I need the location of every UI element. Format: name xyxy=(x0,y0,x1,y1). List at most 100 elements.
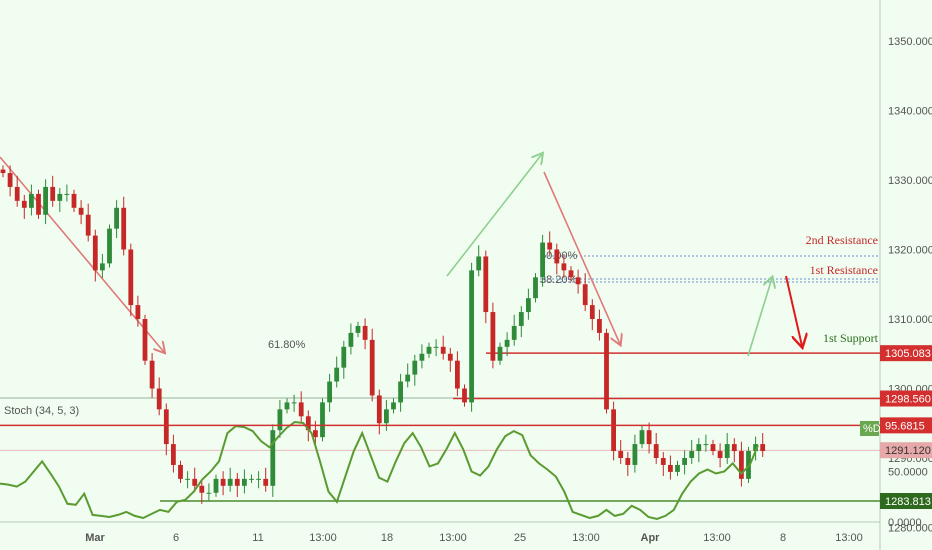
candle-body xyxy=(554,249,560,264)
candle-body xyxy=(128,249,134,306)
candle-body xyxy=(355,325,361,333)
price-tick: 1320.000 xyxy=(888,245,932,257)
candle-body xyxy=(746,451,751,479)
candle-body xyxy=(561,263,567,271)
badge-overbought-text: 95.6815 xyxy=(885,420,925,432)
candle xyxy=(121,196,127,256)
candle xyxy=(263,467,269,492)
candle-body xyxy=(213,478,219,493)
resistance-1-label: 1st Resistance xyxy=(810,263,878,277)
candle xyxy=(369,328,375,402)
candle xyxy=(462,384,467,407)
badge-support-bg xyxy=(880,492,932,509)
stoch-series-badge-bg xyxy=(860,421,879,436)
candle-body xyxy=(547,242,553,250)
candle xyxy=(398,373,403,412)
candle xyxy=(547,231,553,256)
candle-body xyxy=(582,284,588,306)
candle-body xyxy=(114,207,119,229)
candle-body xyxy=(469,270,474,403)
candle xyxy=(710,439,716,456)
candle-body xyxy=(192,478,198,486)
candle xyxy=(50,175,56,207)
candle xyxy=(618,439,624,464)
candle-body xyxy=(178,464,183,479)
arrow-down-2 xyxy=(543,171,620,344)
candle-body xyxy=(433,346,439,348)
candle xyxy=(589,299,595,331)
candle xyxy=(660,452,666,477)
candle xyxy=(242,469,247,494)
candle xyxy=(163,403,169,456)
candle-body xyxy=(14,186,20,201)
candle xyxy=(611,401,616,461)
candle-body xyxy=(419,353,425,361)
candle xyxy=(511,314,517,346)
candle-body xyxy=(206,492,212,494)
candle xyxy=(561,254,567,278)
candle-body xyxy=(341,346,347,368)
candle xyxy=(518,306,524,338)
badge-current-price-bg xyxy=(880,442,932,459)
price-tick: 1350.000 xyxy=(888,36,932,48)
candle xyxy=(213,474,219,497)
candle xyxy=(497,342,503,365)
candle xyxy=(739,441,744,487)
stoch-tick: 50.0000 xyxy=(888,467,928,479)
candle xyxy=(220,471,226,496)
candle-body xyxy=(277,409,283,431)
candle-body xyxy=(689,451,695,458)
badge-current-price: 1291.120 xyxy=(880,442,932,459)
candle-body xyxy=(242,478,247,486)
candle xyxy=(78,200,84,225)
candle xyxy=(43,179,48,225)
candle xyxy=(412,354,418,386)
candle-body xyxy=(234,478,240,486)
candle-body xyxy=(391,402,396,410)
candle-body xyxy=(21,200,27,208)
candle xyxy=(554,243,560,275)
candle-body xyxy=(568,270,574,278)
candle-body xyxy=(497,346,503,361)
candle-body xyxy=(668,464,673,472)
candle xyxy=(199,479,205,504)
price-tick: 1330.000 xyxy=(888,175,932,187)
candle-body xyxy=(199,485,205,493)
candle-body xyxy=(625,458,631,465)
candle xyxy=(29,184,34,216)
candle-body xyxy=(504,339,510,347)
candle-body xyxy=(412,360,418,375)
badge-resistance-1: 1298.560 xyxy=(880,390,932,407)
candle-body xyxy=(334,367,340,382)
candle-body xyxy=(724,444,730,458)
time-tick: 13:00 xyxy=(439,532,467,544)
candle xyxy=(447,347,453,372)
candle-body xyxy=(142,319,148,361)
candle xyxy=(533,273,538,303)
candle-body xyxy=(540,242,545,278)
candle xyxy=(469,262,474,412)
candle xyxy=(298,391,304,423)
time-tick: 13:00 xyxy=(309,532,337,544)
candle xyxy=(575,269,581,294)
time-tick: Mar xyxy=(85,532,105,544)
candle-body xyxy=(447,353,453,361)
candle-body xyxy=(675,464,680,472)
candle-body xyxy=(710,444,716,452)
candle-body xyxy=(753,444,758,452)
time-tick: 13:00 xyxy=(703,532,731,544)
time-tick: 18 xyxy=(381,532,393,544)
candle-body xyxy=(462,388,467,403)
candle xyxy=(731,438,737,463)
candle xyxy=(291,394,297,412)
candle-body xyxy=(604,332,609,410)
candle-body xyxy=(611,409,616,452)
candle xyxy=(717,443,723,468)
candle xyxy=(440,335,446,360)
candle-body xyxy=(362,325,368,340)
candle xyxy=(142,314,148,365)
candle xyxy=(277,399,283,438)
candle-body xyxy=(29,193,34,208)
candle xyxy=(689,439,695,464)
